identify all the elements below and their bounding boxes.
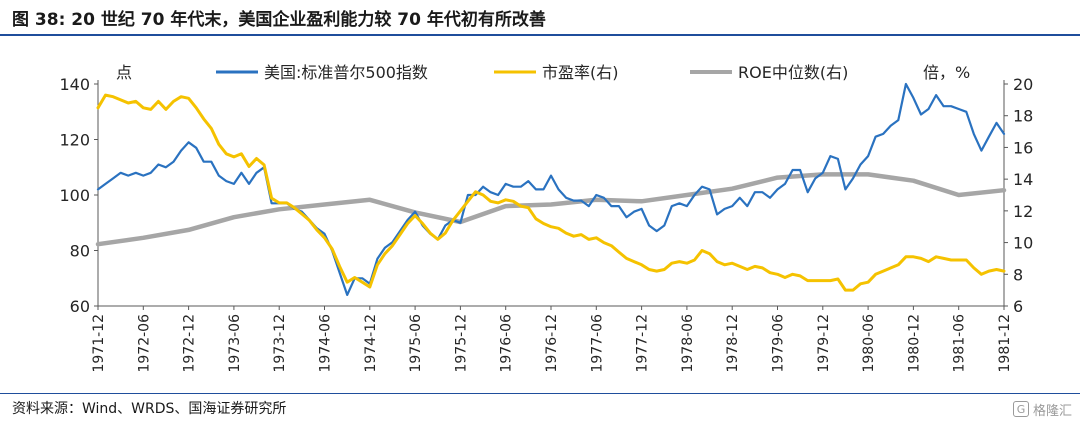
title-rule [0, 34, 1080, 36]
legend-label-2: ROE中位数(右) [738, 63, 848, 82]
line-chart: 美国:标准普尔500指数 市盈率(右) ROE中位数(右) 60 80 100 120 14… [59, 63, 1033, 373]
right-tick-label: 8 [1013, 265, 1023, 284]
chart-legend: 美国:标准普尔500指数 市盈率(右) ROE中位数(右) [216, 63, 848, 82]
x-tick-label: 1978-06 [680, 314, 696, 373]
x-tick-label: 1974-06 [318, 314, 334, 373]
x-tick-label: 1971-12 [91, 314, 107, 373]
watermark-logo-icon: G [1012, 401, 1029, 417]
x-tick-label: 1978-12 [725, 314, 741, 373]
watermark: G 格隆汇 [1012, 398, 1072, 420]
legend-label-1: 市盈率(右) [542, 63, 619, 82]
right-tick-label: 10 [1013, 234, 1033, 253]
legend-label-0: 美国:标准普尔500指数 [264, 63, 428, 82]
x-tick-label: 1977-06 [589, 314, 605, 373]
chart-series [95, 82, 1007, 296]
right-tick-label: 20 [1013, 75, 1033, 94]
x-tick-label: 1981-12 [997, 314, 1013, 373]
x-tick-label: 1972-06 [136, 314, 152, 373]
figure-title-text: 图 38: 20 世纪 70 年代末，美国企业盈利能力较 70 年代初有所改善 [12, 9, 546, 30]
chart-axes: 60 80 100 120 140 6 8 10 12 14 16 18 20 点 倍，% 1971-12 19… [59, 63, 1033, 373]
left-tick-label: 120 [59, 131, 90, 150]
left-tick-label: 100 [59, 186, 90, 205]
left-tick-label: 140 [59, 75, 90, 94]
x-tick-label: 1975-12 [453, 314, 469, 373]
x-tick-label: 1980-06 [861, 314, 877, 373]
x-tick-label: 1973-06 [227, 314, 243, 373]
figure-title: 图 38: 20 世纪 70 年代末，美国企业盈利能力较 70 年代初有所改善 [0, 0, 1080, 34]
right-axis-unit-label: 倍，% [923, 63, 970, 82]
series-line-2 [95, 172, 1007, 247]
right-tick-label: 14 [1013, 170, 1033, 189]
source-note: 资料来源：Wind、WRDS、国海证券研究所 [12, 401, 287, 417]
x-tick-label: 1981-06 [952, 314, 968, 373]
watermark-text: 格隆汇 [1032, 403, 1072, 419]
x-tick-label: 1979-06 [771, 314, 787, 373]
right-tick-label: 6 [1013, 297, 1023, 316]
x-tick-label: 1973-12 [272, 314, 288, 373]
x-tick-label: 1977-12 [635, 314, 651, 373]
x-tick-label: 1980-12 [906, 314, 922, 373]
left-tick-label: 60 [70, 297, 90, 316]
x-tick-label: 1974-12 [363, 314, 379, 373]
right-tick-label: 18 [1013, 107, 1033, 126]
left-tick-label: 80 [70, 242, 90, 261]
right-tick-label: 16 [1013, 138, 1033, 157]
x-tick-label: 1976-06 [499, 314, 515, 373]
right-tick-label: 12 [1013, 202, 1033, 221]
x-tick-label: 1975-06 [408, 314, 424, 373]
left-axis-unit-label: 点 [116, 63, 132, 82]
source-rule [0, 393, 1080, 394]
x-tick-label: 1979-12 [816, 314, 832, 373]
x-tick-label: 1976-12 [544, 314, 560, 373]
x-tick-label: 1972-12 [182, 314, 198, 373]
series-line-1 [96, 93, 1006, 292]
series-line-0 [96, 82, 1006, 296]
